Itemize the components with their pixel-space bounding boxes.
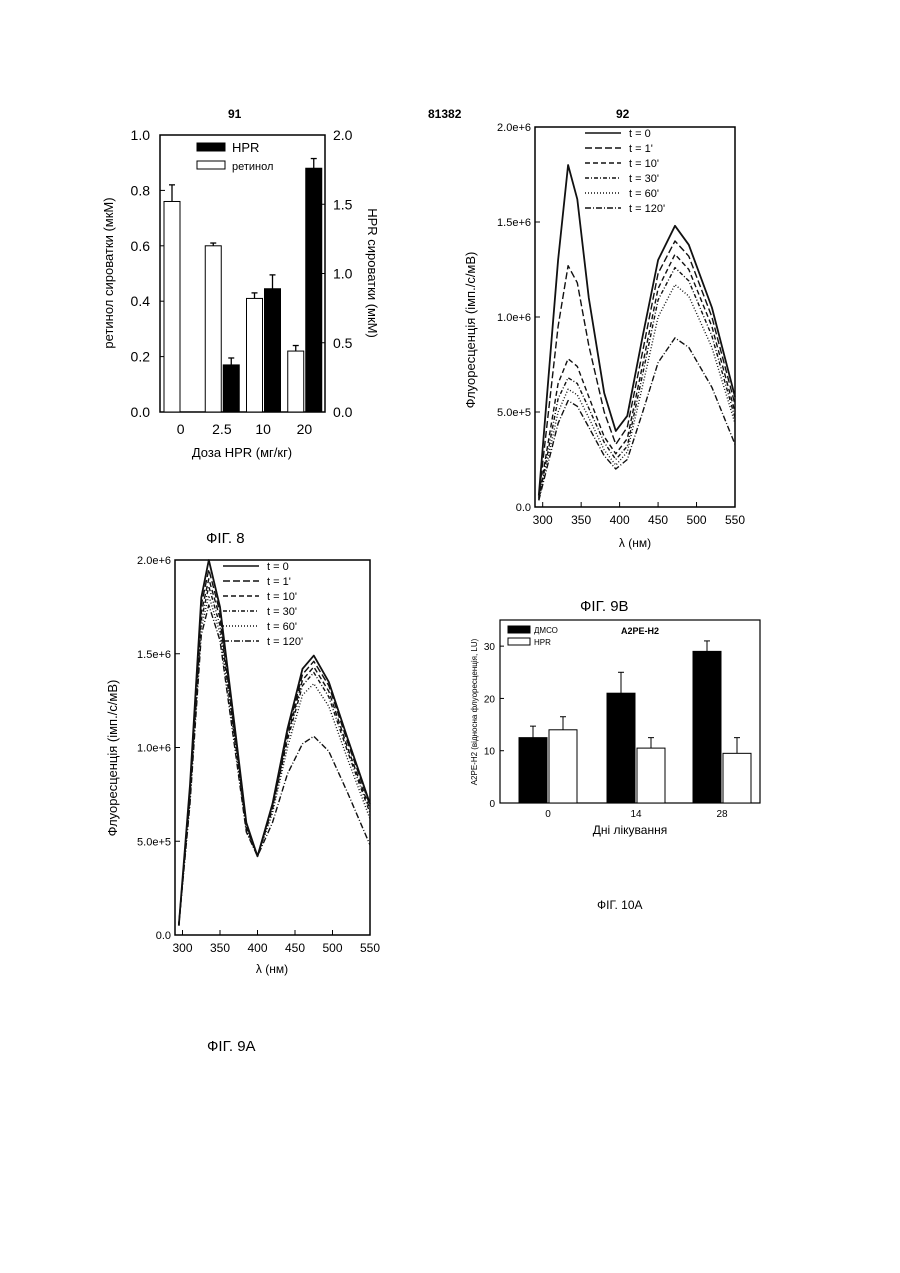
fig9a-legend-label: t = 10' xyxy=(267,591,297,603)
fig8-bar-retinol xyxy=(164,201,180,412)
fig9b-x-tick-label: 350 xyxy=(571,513,591,527)
fig8-bar-hpr xyxy=(306,168,322,412)
fig9a-legend-label: t = 30' xyxy=(267,606,297,618)
fig8-legend-label: ретинол xyxy=(232,161,273,173)
fig9a-legend-label: t = 0 xyxy=(267,561,289,573)
fig9b-chart: Флуоресценція (імп./с/мВ) λ (нм) 0.0 5.0e… xyxy=(455,115,755,550)
fig9b-x-axis-label: λ (нм) xyxy=(619,536,651,550)
fig10a-y-tick-label: 20 xyxy=(484,694,496,705)
fig9a-x-tick-label: 550 xyxy=(360,941,380,955)
fig8-y-tick-label: 0.2 xyxy=(131,349,151,365)
fig9a-legend-label: t = 60' xyxy=(267,621,297,633)
fig8-y-axis-label: ретинол сироватки (мкМ) xyxy=(101,197,116,348)
fig9b-series-line xyxy=(539,285,735,500)
fig9a-x-tick-label: 400 xyxy=(247,941,267,955)
fig9b-y-tick-label: 2.0e+6 xyxy=(497,122,531,134)
fig8-x-tick-label: 10 xyxy=(255,421,271,437)
fig8-legend-swatch xyxy=(197,143,225,151)
fig8-caption: ФІГ. 8 xyxy=(206,530,245,547)
fig8-y2-tick-label: 1.5 xyxy=(333,196,353,212)
fig10a-bar-dmso xyxy=(519,738,547,803)
fig8-bar-hpr xyxy=(265,289,281,412)
fig9a-x-tick-label: 300 xyxy=(172,941,192,955)
fig9a-y-tick-label: 1.0e+6 xyxy=(137,743,171,755)
fig8-y-tick-label: 0.0 xyxy=(131,404,151,420)
fig9a-y-tick-label: 2.0e+6 xyxy=(137,555,171,567)
fig9b-legend-label: t = 120' xyxy=(629,203,665,215)
fig9b-x-tick-label: 550 xyxy=(725,513,745,527)
fig8-y-tick-label: 0.4 xyxy=(131,293,151,309)
fig10a-legend-label: HPR xyxy=(534,638,551,647)
fig8-y2-tick-label: 2.0 xyxy=(333,127,353,143)
fig8-legend-swatch xyxy=(197,161,225,169)
fig8-x-tick-label: 2.5 xyxy=(212,421,232,437)
fig8-chart: ретинол сироватки (мкМ) HPR сироватки (м… xyxy=(80,115,430,485)
fig9a-x-axis-label: λ (нм) xyxy=(256,962,288,976)
fig9a-series-line xyxy=(179,605,370,926)
fig9b-x-tick-label: 500 xyxy=(687,513,707,527)
fig10a-bar-hpr xyxy=(549,730,577,803)
fig9b-legend-label: t = 1' xyxy=(629,143,653,155)
fig9b-legend-label: t = 60' xyxy=(629,188,659,200)
fig9b-series-line xyxy=(539,268,735,500)
fig10a-y-tick-label: 0 xyxy=(489,799,495,810)
fig9a-caption: ФІГ. 9А xyxy=(207,1038,256,1055)
fig9b-x-tick-label: 300 xyxy=(533,513,553,527)
fig10a-title: A2PE-H2 xyxy=(621,626,659,636)
fig9b-x-tick-label: 450 xyxy=(648,513,668,527)
fig8-y-tick-label: 0.8 xyxy=(131,182,151,198)
fig10a-x-tick-label: 14 xyxy=(630,809,642,820)
fig9b-y-tick-label: 1.0e+6 xyxy=(497,312,531,324)
fig9b-y-tick-label: 0.0 xyxy=(516,502,531,514)
fig9b-legend-label: t = 30' xyxy=(629,173,659,185)
fig9b-x-tick-label: 400 xyxy=(610,513,630,527)
fig9a-legend-label: t = 120' xyxy=(267,636,303,648)
fig9a-y-tick-label: 5.0e+5 xyxy=(137,836,171,848)
fig9a-y-tick-label: 1.5e+6 xyxy=(137,649,171,661)
fig10a-y-tick-label: 30 xyxy=(484,642,496,653)
fig9b-y-tick-label: 5.0e+5 xyxy=(497,407,531,419)
fig10a-y-axis-label: A2PE-H2 (відносна флуоресценція, LU) xyxy=(470,638,479,785)
fig10a-bar-hpr xyxy=(637,748,665,803)
fig10a-legend-swatch xyxy=(508,638,530,645)
fig10a-chart: A2PE-H2 A2PE-H2 (відносна флуоресценція,… xyxy=(465,612,785,842)
fig8-y2-tick-label: 0.0 xyxy=(333,404,353,420)
fig9a-y-axis-label: Флуоресценція (імп./с/мВ) xyxy=(105,680,120,837)
fig9a-legend-label: t = 1' xyxy=(267,576,291,588)
fig9b-y-axis-label: Флуоресценція (імп./с/мВ) xyxy=(463,252,478,409)
fig10a-bar-dmso xyxy=(693,651,721,803)
fig9a-x-tick-label: 500 xyxy=(322,941,342,955)
fig8-legend-label: HPR xyxy=(232,140,259,155)
fig8-bar-retinol xyxy=(288,351,304,412)
fig8-x-tick-label: 0 xyxy=(177,421,185,437)
fig8-x-axis-label: Доза HPR (мг/кг) xyxy=(192,445,292,460)
fig8-y2-tick-label: 0.5 xyxy=(333,335,353,351)
fig10a-y-tick-label: 10 xyxy=(484,747,496,758)
fig9b-legend-label: t = 0 xyxy=(629,128,651,140)
fig8-bar-retinol xyxy=(247,298,263,412)
fig9a-x-tick-label: 350 xyxy=(210,941,230,955)
fig10a-caption: ФІГ. 10А xyxy=(597,898,643,912)
fig10a-x-tick-label: 0 xyxy=(545,809,551,820)
fig9b-legend-label: t = 10' xyxy=(629,158,659,170)
fig10a-bar-dmso xyxy=(607,693,635,803)
fig9a-x-tick-label: 450 xyxy=(285,941,305,955)
fig8-x-tick-label: 20 xyxy=(297,421,313,437)
fig8-bar-retinol xyxy=(205,246,221,412)
fig10a-legend-swatch xyxy=(508,626,530,633)
fig10a-x-tick-label: 28 xyxy=(716,809,728,820)
fig8-bar-hpr xyxy=(223,365,239,412)
fig8-y2-tick-label: 1.0 xyxy=(333,266,353,282)
fig8-y-tick-label: 0.6 xyxy=(131,238,151,254)
fig10a-x-axis-label: Дні лікування xyxy=(593,823,667,837)
fig8-y-tick-label: 1.0 xyxy=(131,127,151,143)
fig9a-y-tick-label: 0.0 xyxy=(156,930,171,942)
fig10a-legend-label: ДМСО xyxy=(534,626,558,635)
fig8-y2-axis-label: HPR сироватки (мкМ) xyxy=(365,208,380,338)
fig9b-y-tick-label: 1.5e+6 xyxy=(497,217,531,229)
fig9b-caption: ФІГ. 9B xyxy=(580,598,629,615)
fig9a-chart: Флуоресценція (імп./с/мВ) λ (нм) 0.0 5.0e… xyxy=(95,548,395,980)
fig10a-bar-hpr xyxy=(723,753,751,803)
